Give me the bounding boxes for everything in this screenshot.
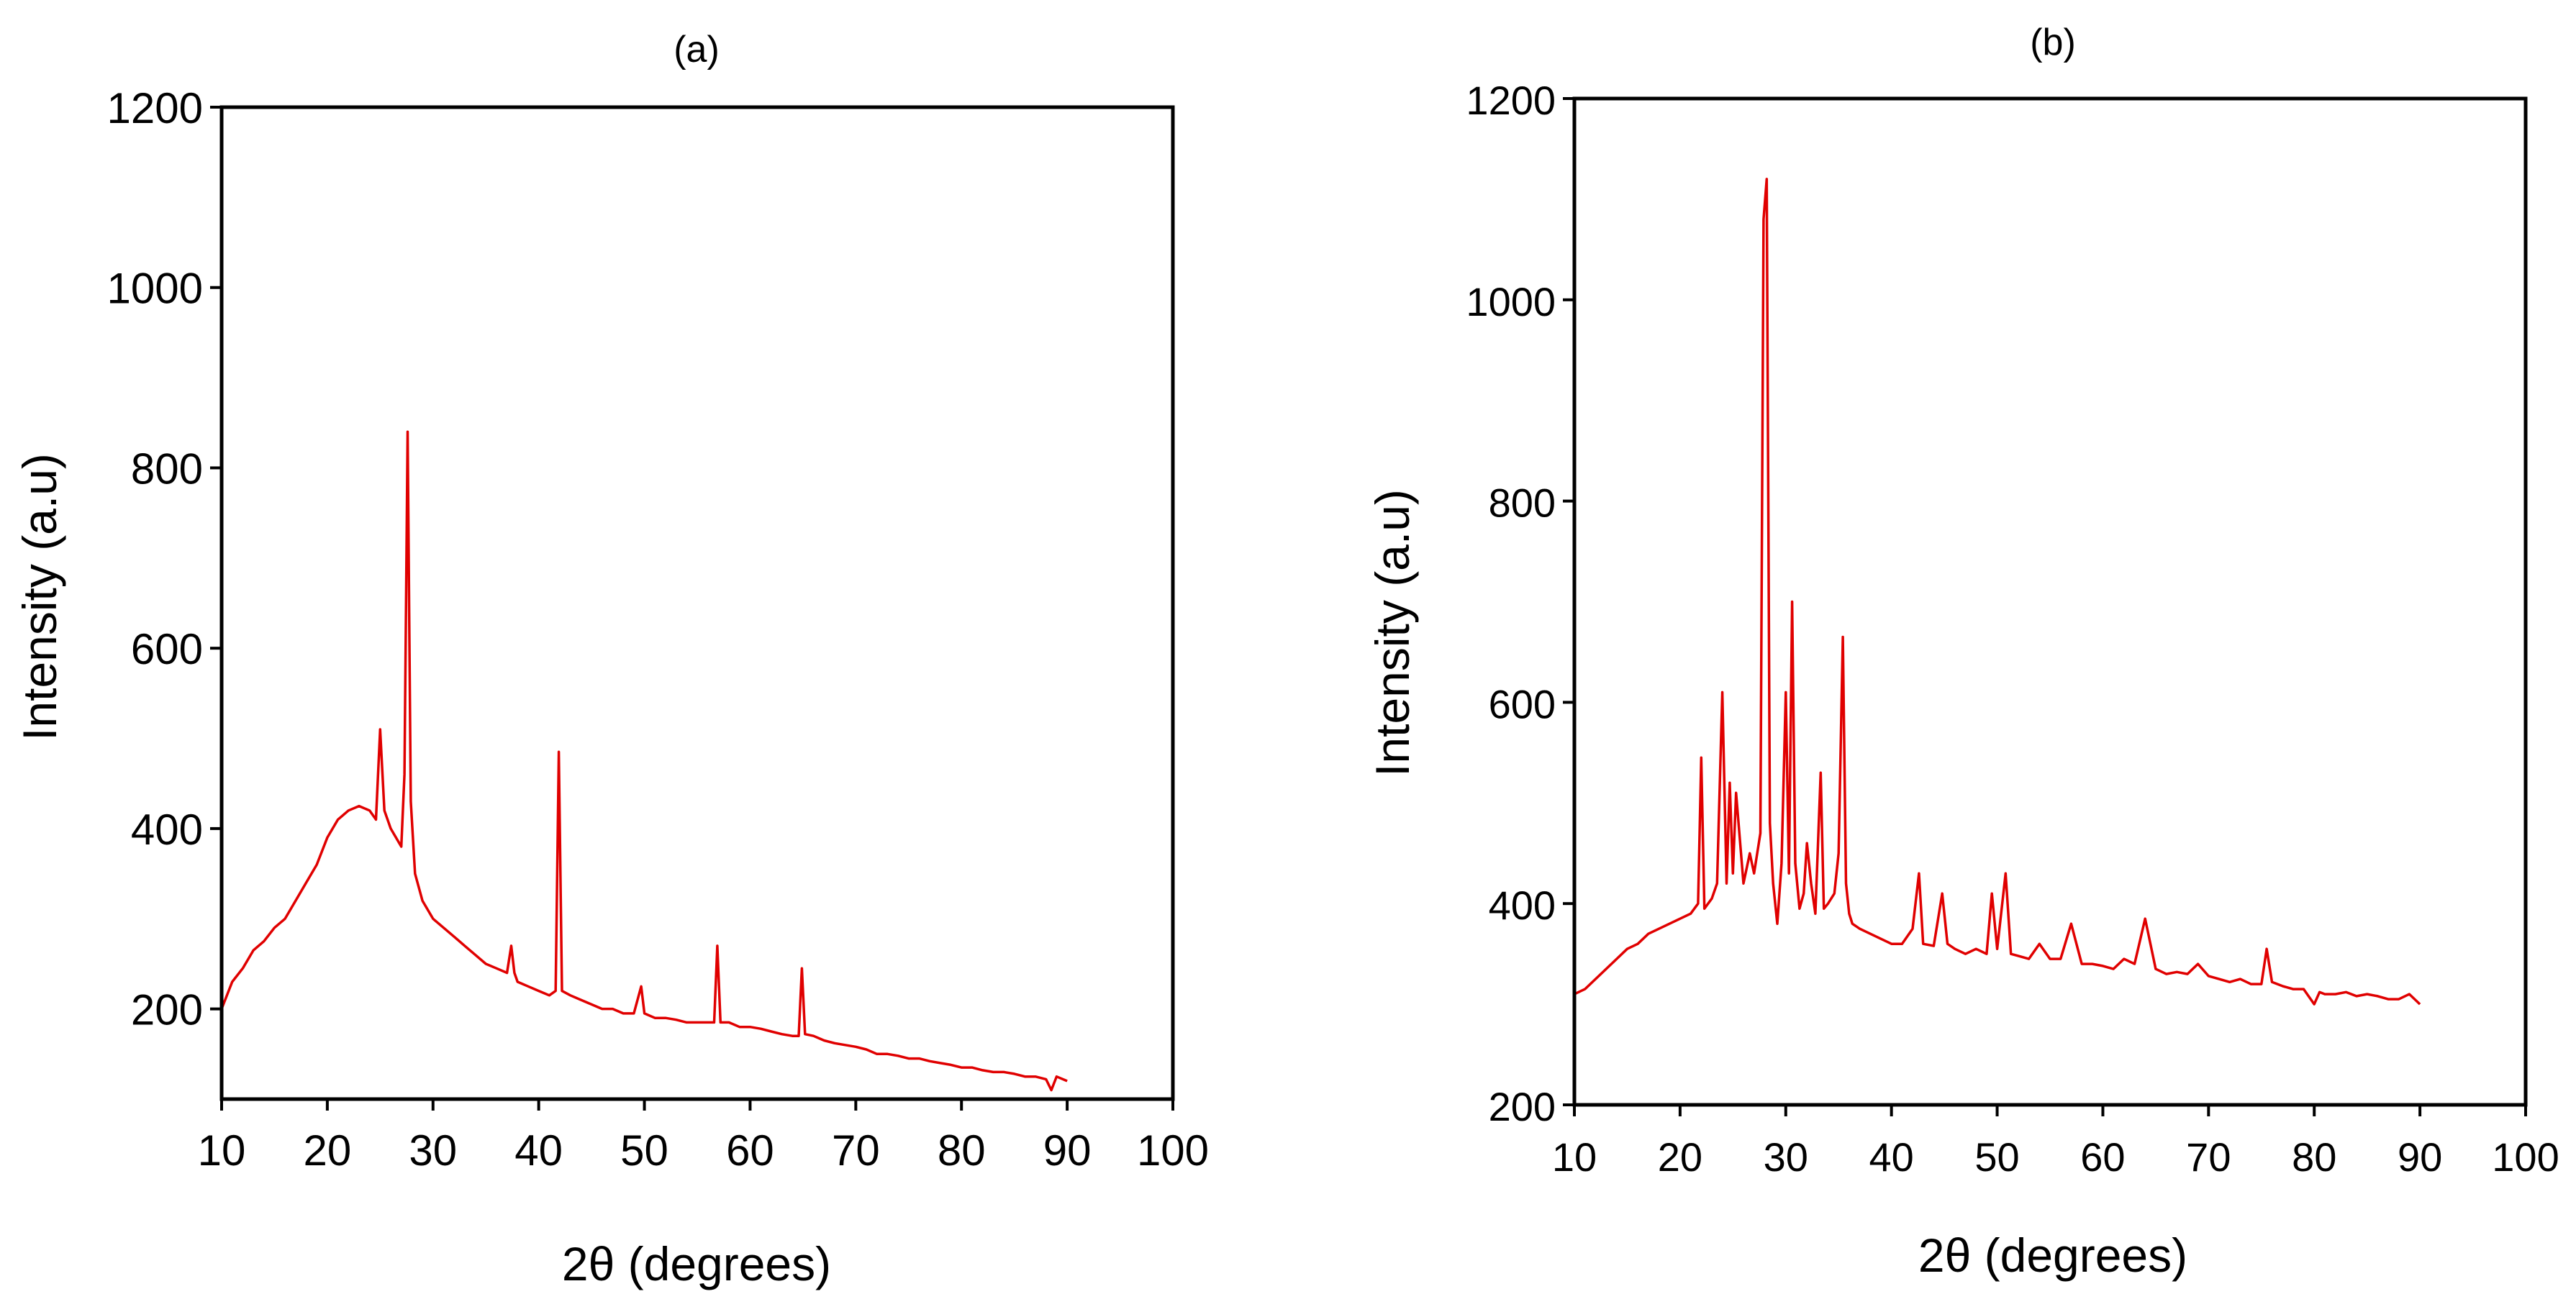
panel-b-x-tick-label: 10 (1552, 1134, 1597, 1180)
panel-b-series-line (1574, 178, 2421, 1006)
panel-a-y-axis-title: Intensity (a.u) (13, 453, 66, 741)
panel-b-y-tick-label: 1200 (1466, 78, 1556, 123)
panel-b-y-tick-label: 200 (1489, 1084, 1556, 1129)
panel-b-y-tick-label: 800 (1489, 480, 1556, 526)
panel-b-y-axis-title: Intensity (a.u) (1366, 489, 1419, 777)
panel-b-x-tick-label: 20 (1658, 1134, 1702, 1180)
panel-a-x-tick-label: 40 (514, 1126, 563, 1175)
panel-b-x-tick-label: 40 (1869, 1134, 1914, 1180)
panel-b-x-tick-label: 80 (2292, 1134, 2336, 1180)
panel-a-plot-frame (219, 105, 1175, 1101)
panel-b-label: (b) (2030, 22, 2076, 63)
panel-a-x-tick-label: 70 (832, 1126, 880, 1175)
panel-a-x-tick-label: 80 (938, 1126, 986, 1175)
panel-b-y-tick-label: 600 (1489, 681, 1556, 726)
panel-a-y-tick-label: 600 (131, 625, 203, 673)
panel-b-x-tick-label: 90 (2398, 1134, 2442, 1180)
panel-b-x-tick-label: 30 (1764, 1134, 1808, 1180)
chart-panel-b: (b) 2θ (degrees) Intensity (a.u) 10 20 30 4… (1366, 22, 2559, 1282)
panel-b-x-tick-label: 70 (2186, 1134, 2231, 1180)
panel-b-y-tick-label: 400 (1489, 883, 1556, 928)
panel-a-x-tick-label: 100 (1137, 1126, 1209, 1175)
panel-a-y-tick-label: 1000 (107, 265, 203, 313)
panel-a-y-tick-label: 1200 (107, 84, 203, 132)
panel-a-x-tick-label: 10 (198, 1126, 246, 1175)
panel-a-y-tick-label: 400 (131, 806, 203, 854)
panel-a-x-tick-label: 60 (726, 1126, 774, 1175)
panel-a-x-axis-title: 2θ (degrees) (562, 1237, 831, 1290)
panel-a-label: (a) (674, 29, 720, 70)
panel-b-y-tick-label: 1000 (1466, 279, 1556, 324)
panel-b-x-tick-label: 60 (2080, 1134, 2125, 1180)
panel-a-x-tick-label: 50 (620, 1126, 668, 1175)
panel-a-y-tick-label: 200 (131, 986, 203, 1034)
panel-b-plot-frame (1572, 96, 2528, 1107)
panel-a-x-tick-label: 30 (409, 1126, 457, 1175)
chart-panel-a: (a) 2θ (degrees) Intensity (a.u) 10 20 30 4… (13, 29, 1209, 1290)
panel-b-x-tick-label: 50 (1974, 1134, 2019, 1180)
panel-a-x-tick-label: 20 (304, 1126, 352, 1175)
panel-b-x-axis-title: 2θ (degrees) (1918, 1229, 2187, 1282)
panel-a-y-tick-label: 800 (131, 445, 203, 493)
panel-b-x-tick-label: 100 (2492, 1134, 2559, 1180)
panel-a-series-line (220, 430, 1068, 1092)
panel-a-x-tick-label: 90 (1043, 1126, 1092, 1175)
